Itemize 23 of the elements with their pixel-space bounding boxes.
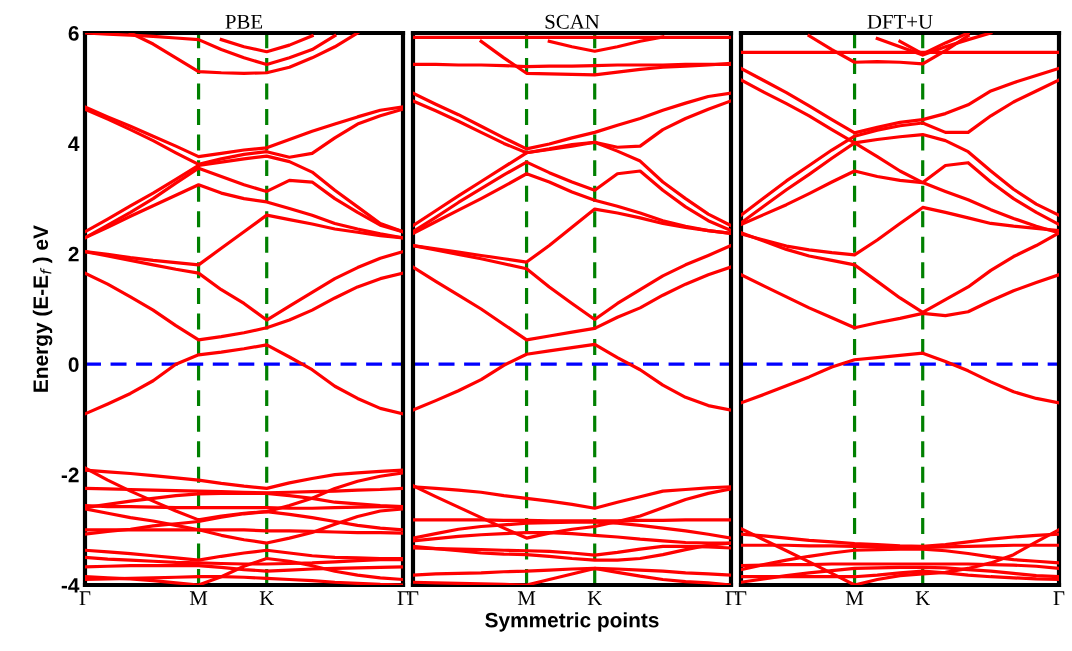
x-tick-label: Γ (1053, 591, 1065, 606)
y-axis-title: Energy (E-E$_{f}$ ) eV (32, 225, 53, 392)
y-tick-label: 2 (68, 246, 79, 262)
y-tick-label: -4 (61, 578, 80, 593)
x-axis-title: Symmetric points (485, 612, 659, 632)
chart-title: PBE (225, 14, 263, 29)
y-tick-label: -2 (61, 467, 79, 483)
x-tick-label: K (259, 591, 275, 606)
x-tick-label: M (517, 591, 536, 606)
chart-title: DFT+U (867, 14, 933, 29)
x-tick-label: M (845, 591, 864, 606)
x-tick-label: K (915, 591, 931, 606)
y-tick-label: 0 (68, 357, 79, 372)
x-tick-label: Γ (407, 591, 419, 606)
x-tick-label: Γ (397, 591, 409, 606)
chart-title: SCAN (545, 14, 600, 29)
x-tick-label: Γ (79, 591, 91, 606)
x-tick-label: Γ (725, 591, 737, 606)
x-tick-label: M (189, 591, 208, 606)
y-tick-label: 4 (68, 136, 80, 151)
y-tick-label: 6 (68, 26, 79, 41)
x-tick-label: K (587, 591, 603, 606)
x-tick-label: Γ (735, 591, 747, 606)
